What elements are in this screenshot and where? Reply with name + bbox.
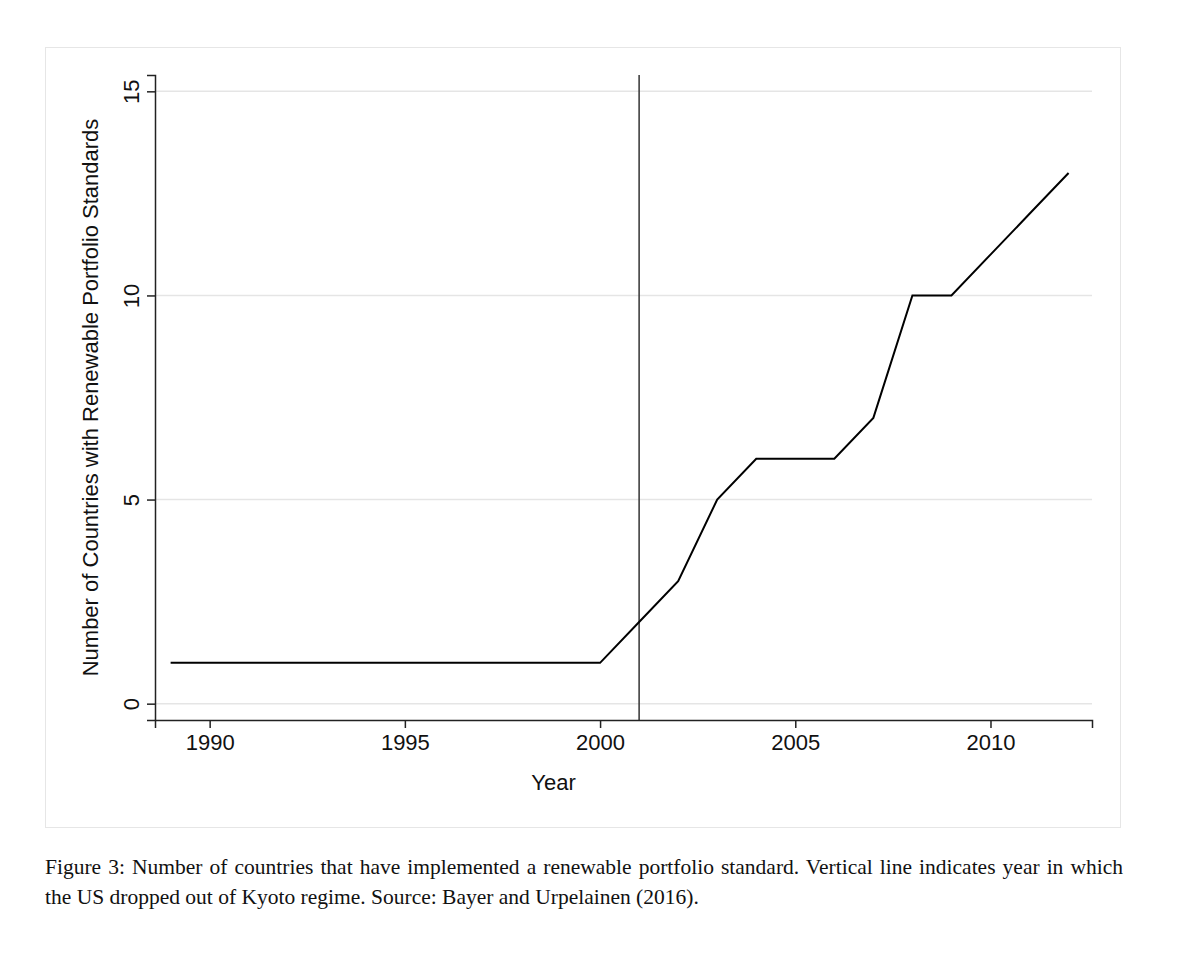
y-tick: 10 xyxy=(119,284,155,308)
x-tick-label: 2005 xyxy=(771,730,820,755)
grid-line xyxy=(155,499,1092,501)
x-tick-label: 2010 xyxy=(967,730,1016,755)
y-tick-mark xyxy=(147,91,155,93)
y-tick-mark xyxy=(147,295,155,297)
x-tick: 2010 xyxy=(967,720,1016,755)
y-tick-label: 15 xyxy=(119,80,144,104)
graph-frame xyxy=(46,48,1121,828)
x-tick-label: 2000 xyxy=(576,730,625,755)
grid-line xyxy=(155,703,1092,705)
y-tick: 0 xyxy=(119,698,155,710)
x-tick-mark xyxy=(990,720,992,728)
y-tick-mark xyxy=(147,499,155,501)
y-tick-mark xyxy=(147,703,155,705)
grid-line xyxy=(155,91,1092,93)
x-tick-mark xyxy=(405,720,407,728)
y-axis-line xyxy=(147,76,156,721)
y-tick: 5 xyxy=(119,494,155,506)
y-axis: 0 5 10 15 xyxy=(119,76,156,721)
x-tick: 1990 xyxy=(186,720,235,755)
x-tick-label: 1995 xyxy=(381,730,430,755)
y-tick: 15 xyxy=(119,80,155,104)
caption: Figure 3: Number of countries that have … xyxy=(45,852,1123,912)
x-axis-title: Year xyxy=(531,770,575,795)
x-tick-label: 1990 xyxy=(186,730,235,755)
x-axis: 1990 1995 2000 2005 2010 xyxy=(156,720,1093,755)
y-tick-label: 5 xyxy=(119,494,144,506)
x-tick-mark xyxy=(795,720,797,728)
x-tick: 2000 xyxy=(576,720,625,755)
grid xyxy=(155,91,1092,703)
x-tick: 2005 xyxy=(771,720,820,755)
x-tick-mark xyxy=(209,720,211,728)
page: 1990 1995 2000 2005 2010 0 5 10 15 Year Number of … xyxy=(0,0,1200,967)
data-line xyxy=(171,173,1069,663)
y-axis-title: Number of Countries with Renewable Portf… xyxy=(78,119,103,677)
x-axis-line xyxy=(156,721,1093,729)
y-tick-label: 10 xyxy=(119,284,144,308)
plot-area xyxy=(171,75,1069,720)
y-tick-label: 0 xyxy=(119,698,144,710)
x-tick-mark xyxy=(600,720,602,728)
x-tick: 1995 xyxy=(381,720,430,755)
chart: 1990 1995 2000 2005 2010 0 5 10 15 Year Number of … xyxy=(0,0,1200,967)
